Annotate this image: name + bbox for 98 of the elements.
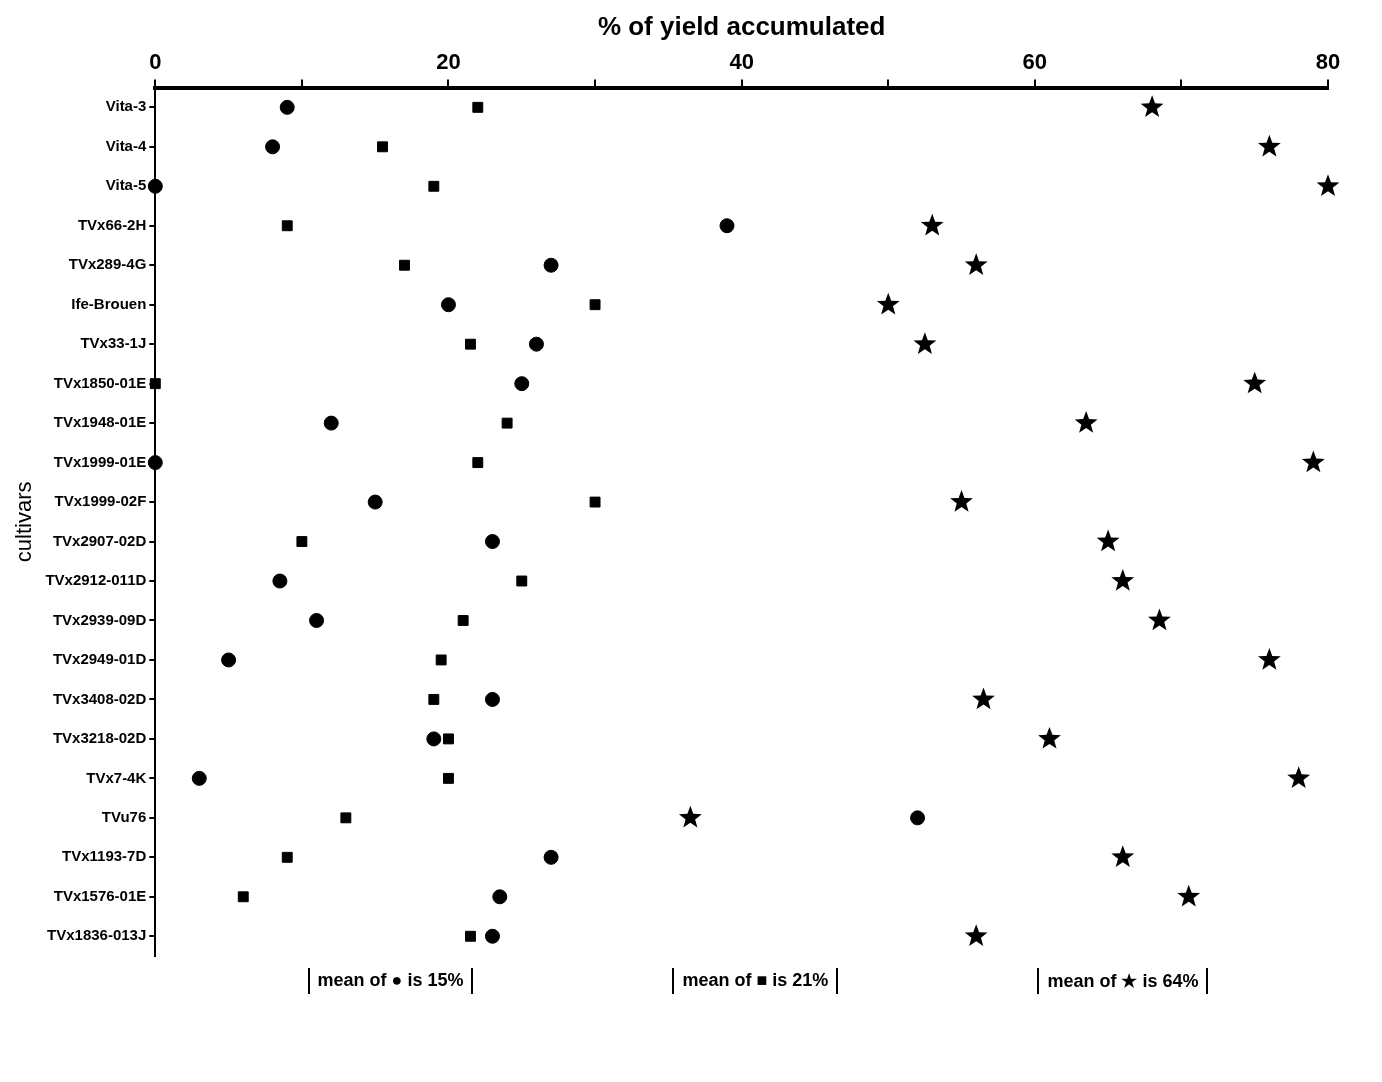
x-tick-label: 60 [1022, 49, 1048, 75]
x-tick-label: 0 [149, 49, 162, 75]
point [1038, 726, 1061, 749]
point [950, 490, 973, 512]
point [457, 615, 469, 626]
point [147, 178, 163, 194]
point [309, 612, 325, 628]
point [910, 810, 926, 826]
y-tick-label: Vita-3 [105, 97, 147, 115]
point [678, 805, 702, 828]
point [501, 417, 513, 429]
point [281, 220, 293, 232]
point [589, 299, 601, 311]
y-tick-label: TVx2939-09D [52, 610, 147, 628]
point [1140, 95, 1164, 118]
point [589, 496, 601, 508]
point [435, 654, 447, 666]
x-tick-label: 80 [1315, 49, 1341, 75]
y-tick-label: TVx3218-02D [52, 729, 147, 747]
x-tick-label: 20 [436, 49, 461, 75]
point [876, 292, 900, 315]
y-tick-label: TVu76 [101, 807, 147, 825]
point [465, 930, 476, 942]
y-tick-label: TVx1999-01E [53, 452, 147, 470]
x-axis-title: % of yield accumulated [597, 10, 886, 41]
y-tick-label: Vita-5 [105, 176, 147, 194]
point [465, 338, 476, 350]
y-tick-label: TVx1999-02F [54, 492, 147, 510]
y-tick-label: TVx2912-011D [45, 571, 147, 589]
y-tick-label: TVx1948-01E [53, 413, 147, 431]
point [1257, 647, 1281, 670]
point [323, 415, 339, 431]
point [1301, 450, 1325, 473]
y-tick-label: TVx33-1J [80, 334, 147, 352]
point [221, 652, 237, 668]
text: mean of ● is 15% [307, 968, 474, 994]
point [367, 494, 383, 510]
x-tick-label: 40 [729, 49, 754, 75]
y-tick-label: TVx1193-7D [62, 847, 147, 865]
point [1243, 371, 1267, 394]
point [492, 889, 508, 905]
point [964, 253, 988, 275]
point [191, 770, 207, 786]
point [237, 891, 249, 903]
point [1177, 884, 1201, 907]
y-tick-label: TVx2907-02D [52, 531, 147, 549]
point [1257, 134, 1281, 157]
text: mean of ■ is 21% [672, 968, 839, 994]
y-tick-label: TVx66-2H [77, 215, 147, 233]
point [472, 457, 484, 469]
point [1111, 569, 1135, 591]
point [428, 180, 440, 192]
point [1148, 608, 1171, 631]
y-tick-label: TVx1850-01E [53, 373, 147, 391]
point [279, 99, 295, 115]
point [543, 849, 559, 865]
point [149, 378, 161, 390]
point [543, 257, 559, 273]
point [913, 332, 937, 354]
point [443, 772, 454, 784]
point [1074, 411, 1098, 433]
y-tick-label: Ife-Brouen [71, 294, 147, 312]
point [440, 297, 456, 313]
point [265, 139, 281, 155]
y-tick-label: TVx1836-013J [47, 926, 147, 944]
y-tick-label: TVx7-4K [86, 768, 147, 786]
point [1316, 174, 1340, 196]
point [399, 259, 410, 271]
point [920, 213, 944, 236]
point [272, 573, 288, 589]
y-tick-label: TVx2949-01D [52, 650, 147, 668]
point [296, 536, 308, 547]
y-tick-label: Vita-4 [105, 136, 147, 154]
y-tick-label: TVx3408-02D [52, 689, 147, 707]
point [1096, 529, 1120, 552]
point [1111, 845, 1135, 868]
point [972, 687, 995, 710]
text: mean of ★ is 64% [1037, 968, 1209, 994]
point [281, 851, 293, 863]
point [377, 141, 388, 153]
point [484, 534, 500, 550]
point [443, 733, 454, 745]
point [340, 812, 352, 824]
point [484, 928, 500, 944]
point [484, 691, 500, 707]
y-tick-label: TVx289-4G [68, 255, 147, 273]
point [964, 924, 988, 946]
point [719, 218, 735, 234]
point [428, 693, 440, 705]
point [1287, 766, 1311, 789]
point [528, 336, 544, 352]
point [426, 731, 442, 747]
y-tick-label: TVx1576-01E [53, 886, 147, 904]
y-axis-title: cultivars [11, 481, 37, 563]
point [147, 455, 163, 471]
point [514, 376, 530, 392]
point [516, 575, 528, 587]
point [472, 101, 484, 113]
